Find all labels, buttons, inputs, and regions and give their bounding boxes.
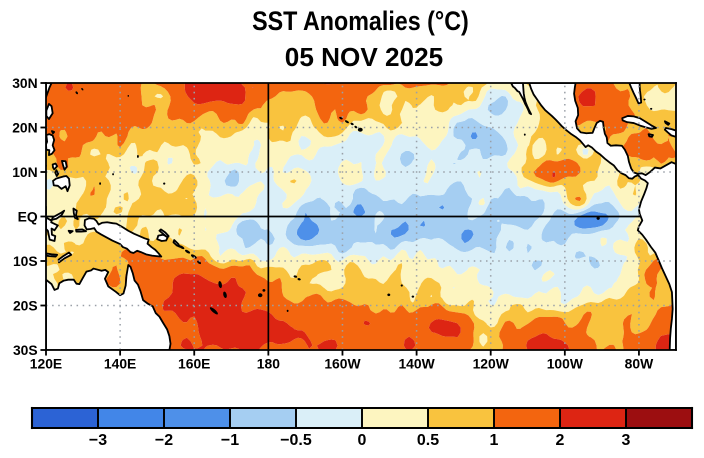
- svg-text:10N: 10N: [12, 164, 37, 180]
- svg-text:120W: 120W: [473, 355, 510, 371]
- svg-text:−1: −1: [221, 432, 239, 449]
- svg-text:−3: −3: [89, 432, 107, 449]
- svg-text:0: 0: [358, 432, 367, 449]
- svg-text:−0.5: −0.5: [280, 432, 312, 449]
- svg-text:2: 2: [556, 432, 565, 449]
- svg-text:160E: 160E: [178, 355, 210, 371]
- svg-text:0.5: 0.5: [417, 432, 439, 449]
- svg-text:−2: −2: [155, 432, 173, 449]
- svg-text:20S: 20S: [13, 298, 38, 314]
- svg-text:3: 3: [622, 432, 631, 449]
- svg-text:180: 180: [257, 355, 280, 371]
- svg-text:1: 1: [490, 432, 499, 449]
- svg-text:20N: 20N: [12, 120, 37, 136]
- svg-text:30N: 30N: [12, 75, 37, 91]
- svg-text:05 NOV 2025: 05 NOV 2025: [285, 44, 443, 72]
- svg-text:140W: 140W: [398, 355, 435, 371]
- svg-text:100W: 100W: [547, 355, 584, 371]
- svg-text:140E: 140E: [104, 355, 136, 371]
- svg-text:30S: 30S: [13, 342, 38, 358]
- svg-text:10S: 10S: [13, 253, 38, 269]
- svg-text:120E: 120E: [30, 355, 62, 371]
- svg-text:80W: 80W: [625, 355, 654, 371]
- svg-text:SST Anomalies (°C): SST Anomalies (°C): [252, 5, 469, 36]
- svg-text:EQ: EQ: [18, 209, 38, 225]
- svg-text:160W: 160W: [324, 355, 361, 371]
